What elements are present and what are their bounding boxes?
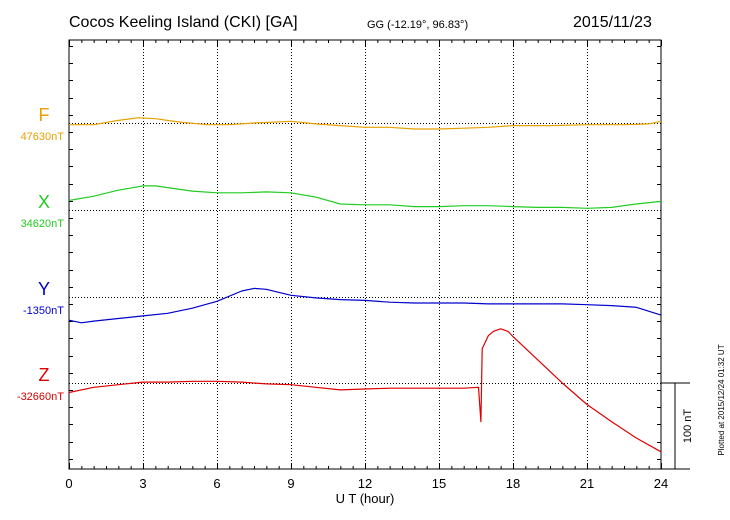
series-line-x <box>68 185 662 209</box>
x-tick-label: 15 <box>432 476 446 491</box>
plot-date: 2015/11/23 <box>573 14 652 31</box>
series-baseline-y: -1350nT <box>23 305 64 317</box>
series-name-f: F <box>39 105 50 125</box>
x-tick-label: 24 <box>654 476 668 491</box>
series-baseline-z: -32660nT <box>17 391 64 403</box>
series-lines <box>68 117 662 453</box>
station-coordinates: GG (-12.19°, 96.83°) <box>367 19 469 31</box>
x-tick-label: 0 <box>65 476 72 491</box>
series-name-x: X <box>38 192 50 212</box>
axis-ticks <box>69 40 662 469</box>
series-line-z <box>68 328 662 453</box>
series-baseline-f: 47630nT <box>21 131 65 143</box>
series-name-z: Z <box>39 365 50 385</box>
x-tick-label: 18 <box>506 476 520 491</box>
x-tick-label: 21 <box>580 476 594 491</box>
series-name-y: Y <box>38 279 50 299</box>
plotted-timestamp: Plotted at 2015/12/24 01:32 UT <box>717 344 726 455</box>
series-labels: F 47630nT X 34620nT Y -1350nT Z -32660nT <box>17 105 64 403</box>
x-tick-label: 12 <box>358 476 372 491</box>
station-title: Cocos Keeling Island (CKI) [GA] <box>69 14 298 31</box>
x-tick-label: 9 <box>287 476 294 491</box>
grid-lines <box>69 40 661 469</box>
x-tick-label: 3 <box>139 476 146 491</box>
plot-frame <box>68 39 662 470</box>
x-axis-title: U T (hour) <box>336 491 395 506</box>
series-line-f <box>69 117 662 130</box>
series-line-y <box>68 287 662 324</box>
scale-bar-label: 100 nT <box>682 409 694 444</box>
x-tick-labels: 0 3 6 9 12 15 18 21 24 <box>65 476 668 491</box>
series-baseline-x: 34620nT <box>21 218 65 230</box>
scale-bar: 100 nT <box>661 382 694 470</box>
x-tick-label: 6 <box>213 476 220 491</box>
